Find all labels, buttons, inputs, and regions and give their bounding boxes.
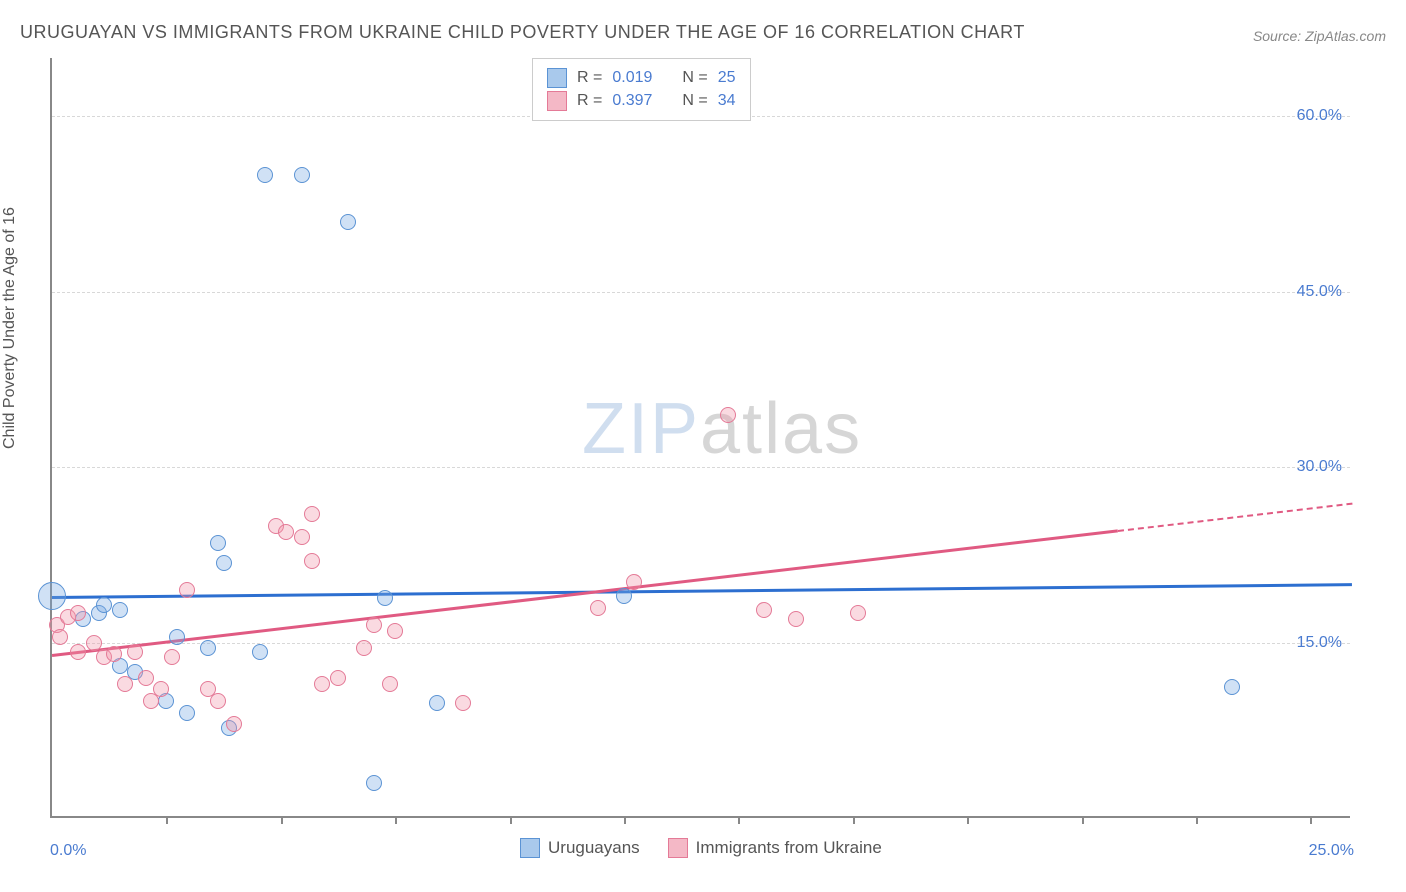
scatter-point (850, 605, 866, 621)
scatter-point (179, 582, 195, 598)
scatter-point (138, 670, 154, 686)
scatter-point (52, 629, 68, 645)
y-axis-label: Child Poverty Under the Age of 16 (1, 207, 19, 449)
legend-row: R = 0.019 N = 25 (547, 68, 736, 88)
scatter-point (210, 693, 226, 709)
legend-swatch (668, 838, 688, 858)
scatter-point (377, 590, 393, 606)
scatter-point (616, 588, 632, 604)
legend-label: Immigrants from Ukraine (696, 838, 882, 858)
r-value: 0.397 (612, 92, 652, 110)
scatter-point (210, 535, 226, 551)
source-prefix: Source: (1253, 28, 1305, 44)
watermark-zip: ZIP (582, 389, 700, 469)
x-tick (1082, 816, 1084, 824)
scatter-point (366, 617, 382, 633)
scatter-point (117, 676, 133, 692)
x-tick (395, 816, 397, 824)
x-tick (510, 816, 512, 824)
scatter-point (387, 623, 403, 639)
x-tick (967, 816, 969, 824)
x-tick (624, 816, 626, 824)
scatter-point (226, 716, 242, 732)
scatter-point (294, 529, 310, 545)
gridline (52, 292, 1350, 293)
scatter-point (720, 407, 736, 423)
source-attribution: Source: ZipAtlas.com (1253, 28, 1386, 44)
gridline (52, 467, 1350, 468)
scatter-point (382, 676, 398, 692)
scatter-point (200, 640, 216, 656)
scatter-point (366, 775, 382, 791)
scatter-point (304, 506, 320, 522)
legend-item: Uruguayans (520, 838, 640, 858)
scatter-point (278, 524, 294, 540)
legend-swatch (547, 91, 567, 111)
y-tick-label: 45.0% (1297, 283, 1342, 301)
scatter-point (626, 574, 642, 590)
n-value: 25 (718, 69, 736, 87)
n-value: 34 (718, 92, 736, 110)
legend-correlation: R = 0.019 N = 25 R = 0.397 N = 34 (532, 58, 751, 121)
x-tick-label-left: 0.0% (50, 842, 86, 860)
scatter-point (590, 600, 606, 616)
scatter-point (86, 635, 102, 651)
gridline (52, 643, 1350, 644)
plot-area: ZIPatlas 15.0%30.0%45.0%60.0%0.0%25.0%R … (50, 58, 1350, 818)
scatter-point (252, 644, 268, 660)
x-tick (1196, 816, 1198, 824)
x-tick (281, 816, 283, 824)
x-tick (166, 816, 168, 824)
x-tick (853, 816, 855, 824)
r-label: R = (577, 92, 602, 110)
scatter-point (70, 644, 86, 660)
scatter-point (169, 629, 185, 645)
scatter-point (356, 640, 372, 656)
source-name: ZipAtlas.com (1305, 28, 1386, 44)
scatter-point (164, 649, 180, 665)
y-tick-label: 30.0% (1297, 458, 1342, 476)
scatter-point (179, 705, 195, 721)
watermark-atlas: atlas (700, 389, 862, 469)
legend-bottom: Uruguayans Immigrants from Ukraine (520, 838, 882, 858)
scatter-point (304, 553, 320, 569)
scatter-point (38, 582, 66, 610)
n-label: N = (682, 69, 707, 87)
scatter-point (127, 644, 143, 660)
scatter-point (96, 597, 112, 613)
legend-item: Immigrants from Ukraine (668, 838, 882, 858)
scatter-point (314, 676, 330, 692)
legend-swatch (520, 838, 540, 858)
x-tick (738, 816, 740, 824)
n-label: N = (682, 92, 707, 110)
scatter-point (70, 605, 86, 621)
scatter-point (330, 670, 346, 686)
scatter-point (455, 695, 471, 711)
y-tick-label: 60.0% (1297, 107, 1342, 125)
legend-swatch (547, 68, 567, 88)
chart-title: URUGUAYAN VS IMMIGRANTS FROM UKRAINE CHI… (20, 22, 1025, 43)
scatter-point (153, 681, 169, 697)
chart-container: URUGUAYAN VS IMMIGRANTS FROM UKRAINE CHI… (0, 0, 1406, 892)
watermark: ZIPatlas (582, 388, 862, 470)
scatter-point (106, 646, 122, 662)
trendline (52, 583, 1352, 598)
scatter-point (112, 602, 128, 618)
x-tick-label-right: 25.0% (1309, 842, 1354, 860)
scatter-point (429, 695, 445, 711)
x-tick (1310, 816, 1312, 824)
scatter-point (257, 167, 273, 183)
legend-row: R = 0.397 N = 34 (547, 91, 736, 111)
y-tick-label: 15.0% (1297, 634, 1342, 652)
legend-label: Uruguayans (548, 838, 640, 858)
scatter-point (1224, 679, 1240, 695)
scatter-point (216, 555, 232, 571)
trendline (1118, 502, 1352, 531)
scatter-point (756, 602, 772, 618)
r-value: 0.019 (612, 69, 652, 87)
scatter-point (340, 214, 356, 230)
scatter-point (294, 167, 310, 183)
scatter-point (788, 611, 804, 627)
r-label: R = (577, 69, 602, 87)
